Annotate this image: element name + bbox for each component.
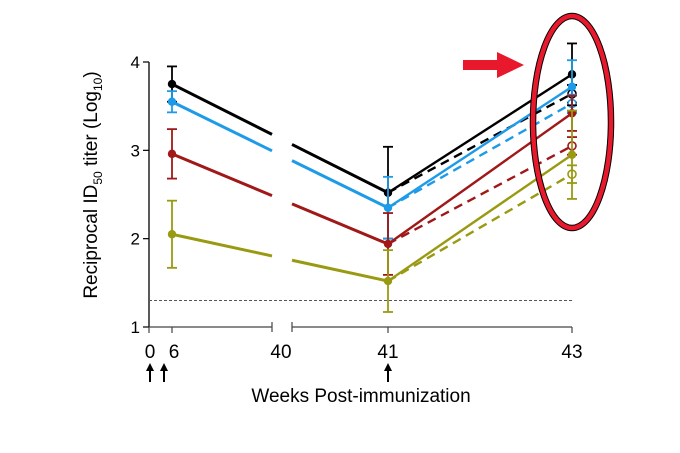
series-black-solid	[167, 42, 577, 240]
series-olive-solid	[167, 109, 577, 313]
data-point	[167, 79, 177, 89]
series-line	[171, 100, 273, 153]
series-blue-dashed	[387, 93, 577, 209]
series-line	[291, 159, 389, 210]
data-point	[167, 97, 177, 106]
series-line	[171, 82, 273, 136]
annotations	[146, 12, 615, 382]
arrow-shaft	[463, 60, 499, 70]
data-point	[567, 150, 577, 159]
series-line	[387, 92, 573, 194]
series-line	[291, 143, 389, 195]
series-line	[387, 102, 573, 209]
y-tick-label: 1	[131, 318, 140, 337]
series-line	[387, 85, 573, 209]
y-tick-label: 3	[131, 141, 140, 160]
arrow-head	[146, 363, 154, 371]
highlight-ellipse	[530, 13, 614, 231]
series-line	[291, 258, 389, 283]
series-line	[387, 144, 573, 246]
data-point	[167, 230, 177, 239]
arrow-head	[160, 363, 168, 371]
y-tick-label: 2	[131, 230, 140, 249]
y-tick-label: 4	[131, 53, 140, 72]
series-line	[171, 152, 273, 197]
series-line	[171, 232, 273, 258]
arrow-head	[497, 52, 524, 78]
data-point	[567, 82, 577, 91]
data-point	[383, 239, 393, 249]
arrow-head	[384, 363, 392, 371]
x-tick-label: 0	[145, 342, 156, 363]
series-line	[387, 112, 573, 245]
y-axis-title: Reciprocal ID50 titer (Log10)	[81, 71, 105, 298]
immunization-arrow-icon	[384, 363, 392, 382]
data-point	[383, 203, 393, 212]
series-blue-solid	[167, 59, 577, 240]
series-layer	[167, 42, 577, 313]
immunization-arrow-icon	[160, 363, 168, 382]
series-line	[387, 173, 573, 283]
data-point	[383, 276, 393, 286]
red-arrow-icon	[463, 52, 524, 78]
x-tick-label: 6	[169, 342, 180, 363]
series-line	[291, 202, 389, 246]
x-tick-label: 43	[561, 342, 582, 363]
axes	[148, 62, 572, 332]
data-point	[167, 149, 177, 159]
x-axis-title: Weeks Post-immunization	[251, 386, 470, 407]
series-line	[387, 73, 573, 194]
x-tick-label: 41	[377, 342, 398, 363]
x-tick-label: 40	[270, 342, 291, 363]
immunization-arrow-icon	[146, 363, 154, 382]
